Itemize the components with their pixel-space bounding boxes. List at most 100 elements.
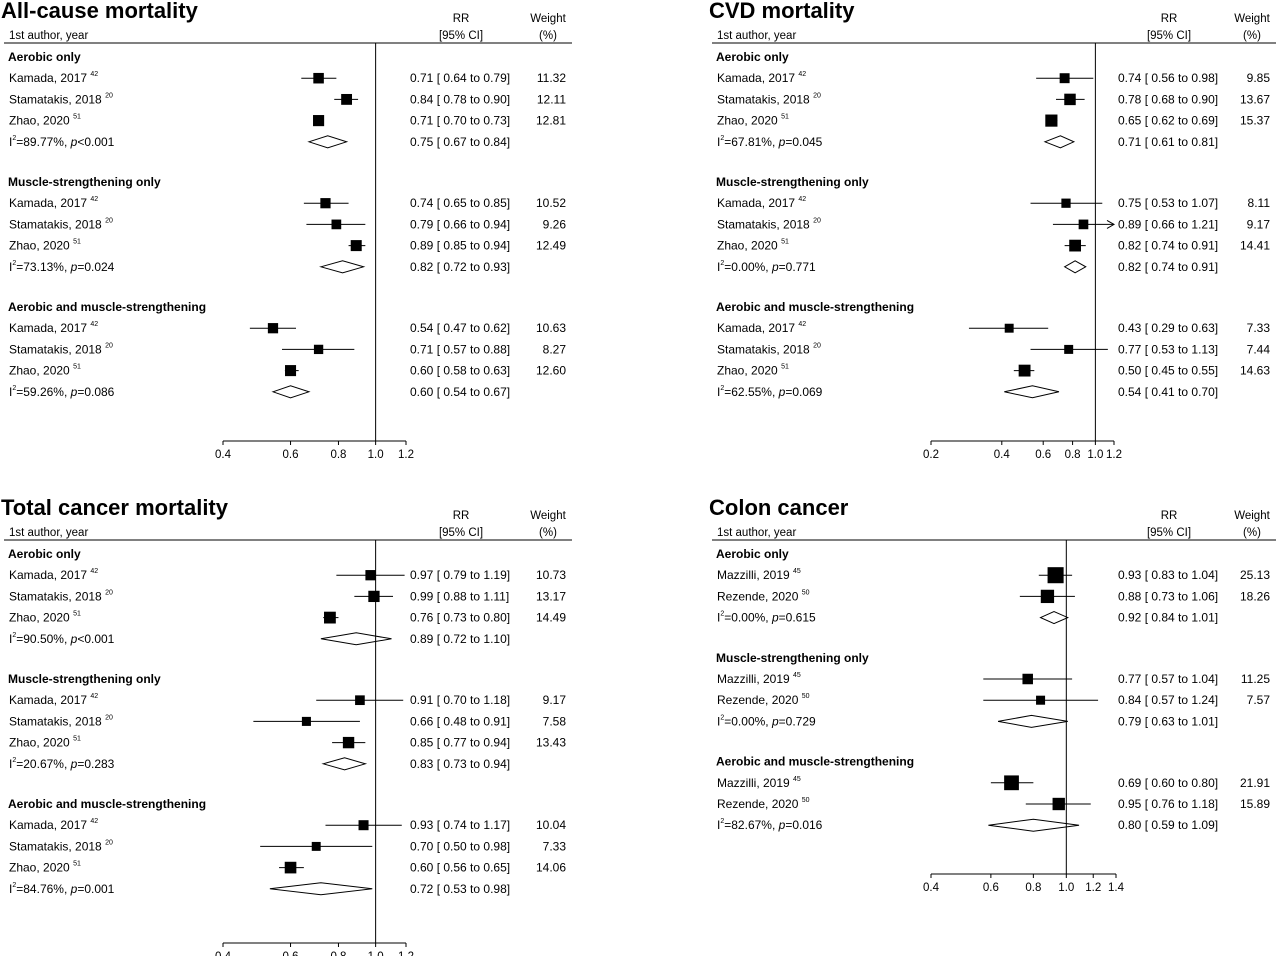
superscript-two: 2: [12, 882, 16, 889]
pooled-diamond: [1063, 260, 1087, 274]
x-tick-label: 0.8: [1025, 882, 1041, 894]
superscript-two: 2: [720, 714, 724, 721]
estimate-square: [1061, 198, 1071, 208]
study-reference: 42: [90, 568, 98, 575]
weight-text: 15.37: [1240, 114, 1270, 128]
ci-text: 0.71 [ 0.64 to 0.79]: [410, 71, 510, 85]
ci-text: 0.74 [ 0.65 to 0.85]: [410, 196, 510, 210]
weight-text: 11.32: [537, 71, 566, 85]
header-rr-label: RR: [1161, 510, 1178, 522]
weight-text: 15.89: [1240, 797, 1270, 811]
estimate-square: [1064, 93, 1076, 106]
study-label: Mazzilli, 2019 45: [717, 776, 801, 790]
ci-text: 0.71 [ 0.70 to 0.73]: [410, 114, 510, 128]
estimate-square: [342, 736, 355, 749]
heterogeneity-text: =59.26%,: [16, 385, 70, 399]
estimate-square: [1022, 673, 1033, 685]
study-reference: 42: [798, 321, 806, 328]
ci-text: 0.43 [ 0.29 to 0.63]: [1118, 321, 1218, 335]
study-label: Rezende, 2020 50: [717, 797, 810, 811]
study-reference: 42: [798, 196, 806, 203]
estimate-square: [324, 611, 336, 624]
group-heading: Muscle-strengthening only: [8, 672, 161, 686]
weight-text: 14.49: [536, 611, 566, 625]
study-label: Zhao, 2020 51: [9, 239, 81, 253]
p-value: =0.001: [77, 882, 114, 896]
study-reference: 45: [793, 568, 801, 575]
heterogeneity-text: =20.67%,: [16, 757, 70, 771]
x-tick-label: 0.4: [215, 951, 232, 956]
group-heading: Muscle-strengthening only: [716, 651, 869, 665]
ci-text: 0.69 [ 0.60 to 0.80]: [1118, 776, 1218, 790]
estimate-square: [320, 198, 331, 209]
pooled-ci-text: 0.82 [ 0.72 to 0.93]: [410, 260, 510, 274]
study-label: Kamada, 2017 42: [9, 196, 98, 210]
group-heading: Muscle-strengthening only: [8, 175, 161, 189]
study-label: Zhao, 2020 51: [717, 364, 789, 378]
estimate-square: [365, 570, 376, 581]
weight-text: 13.67: [1240, 92, 1270, 106]
p-symbol: p: [70, 882, 78, 896]
pooled-ci-text: 0.60 [ 0.54 to 0.67]: [410, 385, 510, 399]
estimate-square: [1064, 344, 1074, 354]
estimate-square: [1045, 114, 1058, 127]
study-label: Zhao, 2020 51: [9, 364, 81, 378]
weight-text: 12.11: [537, 92, 566, 106]
weight-text: 8.27: [543, 342, 567, 356]
estimate-square: [313, 344, 324, 355]
p-value: =0.283: [77, 757, 114, 771]
x-tick-label: 0.4: [923, 882, 940, 894]
ci-text: 0.93 [ 0.83 to 1.04]: [1118, 568, 1218, 582]
pooled-ci-text: 0.75 [ 0.67 to 0.84]: [410, 135, 510, 149]
study-label: Zhao, 2020 51: [9, 736, 81, 750]
weight-text: 7.33: [1247, 321, 1271, 335]
superscript-two: 2: [12, 757, 16, 764]
ci-text: 0.84 [ 0.57 to 1.24]: [1118, 693, 1218, 707]
study-label: Stamatakis, 2018 20: [9, 839, 113, 853]
x-tick-label: 0.6: [283, 951, 299, 956]
header-ci-label: [95% CI]: [1147, 527, 1191, 539]
study-reference: 50: [802, 797, 810, 804]
study-reference: 51: [73, 611, 81, 618]
header-study-label: 1st author, year: [9, 30, 88, 42]
x-tick-label: 0.6: [1035, 449, 1051, 461]
study-reference: 51: [781, 239, 789, 246]
ci-text: 0.50 [ 0.45 to 0.55]: [1118, 364, 1218, 378]
p-value: =0.615: [779, 611, 816, 625]
estimate-square: [368, 590, 380, 603]
pooled-diamond: [321, 757, 368, 771]
x-tick-label: 0.8: [1065, 449, 1081, 461]
estimate-square: [311, 841, 321, 851]
superscript-two: 2: [720, 135, 724, 142]
study-label: Mazzilli, 2019 45: [717, 568, 801, 582]
study-label: Zhao, 2020 51: [717, 239, 789, 253]
weight-text: 9.17: [1247, 217, 1271, 231]
x-tick-label: 1.0: [368, 449, 384, 461]
header-weight-unit-label: (%): [539, 30, 557, 42]
pooled-diamond: [271, 385, 311, 399]
weight-text: 12.49: [536, 239, 566, 253]
pooled-ci-text: 0.80 [ 0.59 to 1.09]: [1118, 818, 1218, 832]
x-tick-label: 1.2: [398, 951, 414, 956]
x-tick-label: 1.2: [1106, 449, 1122, 461]
study-reference: 51: [73, 239, 81, 246]
pooled-diamond: [1004, 385, 1060, 399]
study-reference: 45: [793, 776, 801, 783]
heterogeneity-label: I2=73.13%, p=0.024: [9, 260, 115, 274]
x-tick-label: 0.2: [923, 449, 939, 461]
study-reference: 50: [802, 693, 810, 700]
weight-text: 10.52: [536, 196, 566, 210]
ci-text: 0.70 [ 0.50 to 0.98]: [410, 839, 510, 853]
estimate-square: [350, 240, 362, 252]
estimate-square: [1004, 775, 1019, 791]
study-label: Stamatakis, 2018 20: [9, 714, 113, 728]
study-label: Stamatakis, 2018 20: [717, 342, 821, 356]
weight-text: 7.44: [1247, 342, 1271, 356]
study-reference: 20: [105, 92, 113, 99]
weight-text: 7.58: [543, 714, 567, 728]
estimate-square: [285, 365, 297, 377]
estimate-square: [341, 93, 353, 105]
study-reference: 42: [90, 818, 98, 825]
study-reference: 20: [105, 342, 113, 349]
